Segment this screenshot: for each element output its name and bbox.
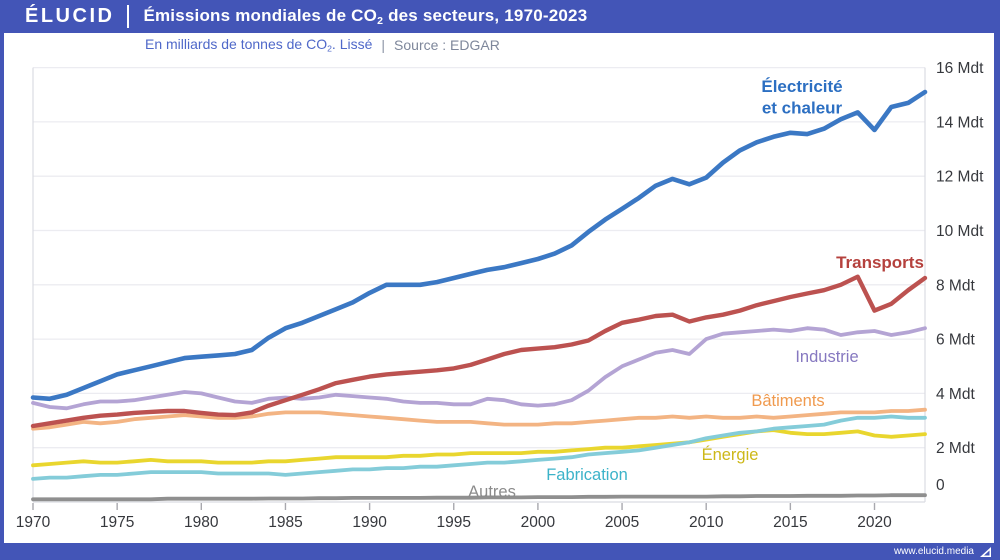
series-line-electricite <box>30 89 928 402</box>
y-axis-label-4: 4 Mdt <box>936 386 975 403</box>
series-label-electricite: Électricité <box>761 77 842 96</box>
series-label-batiments: Bâtiments <box>751 392 824 410</box>
y-axis-label-6: 6 Mdt <box>936 332 975 349</box>
header-divider-icon <box>127 5 130 28</box>
elucid-logo: ÉLUCID <box>25 5 115 27</box>
header-bar: ÉLUCID Émissions mondiales de CO2 des se… <box>0 0 1000 33</box>
x-axis-label-2000: 2000 <box>521 514 556 531</box>
title-text-end: des secteurs, 1970-2023 <box>383 6 588 26</box>
unit-text-end: . Lissé <box>331 36 373 53</box>
elucid-flag-icon <box>979 546 992 558</box>
unit-subscript: 2 <box>327 43 332 54</box>
x-axis-label-1995: 1995 <box>437 514 471 531</box>
series-label-autres: Autres <box>468 483 516 501</box>
subtitle-separator: | <box>381 37 386 53</box>
x-axis-label-2010: 2010 <box>689 514 724 531</box>
website-link[interactable]: www.elucid.media <box>893 546 974 557</box>
y-axis-label-8: 8 Mdt <box>936 277 975 294</box>
unit-text: En milliards de tonnes de CO <box>145 36 328 53</box>
chart-subtitle: En milliards de tonnes de CO2. Lissé | S… <box>145 33 500 57</box>
series-line-energie <box>31 428 927 468</box>
y-axis-label-16: 16 Mdt <box>936 60 984 77</box>
series-line-fabrication <box>31 414 927 481</box>
series-label-fabrication: Fabrication <box>546 466 628 484</box>
x-axis-label-1980: 1980 <box>184 514 219 531</box>
x-axis-label-1985: 1985 <box>268 514 302 531</box>
series-label-transports: Transports <box>836 253 924 272</box>
y-axis-label-10: 10 Mdt <box>936 223 984 240</box>
series-line-transports <box>30 274 928 429</box>
footer-bar: www.elucid.media <box>0 543 1000 560</box>
x-axis-label-1970: 1970 <box>16 514 51 531</box>
series-label-electricite: et chaleur <box>762 99 843 118</box>
x-axis-label-1975: 1975 <box>100 514 134 531</box>
series-line-industrie <box>31 326 927 411</box>
x-axis-label-2015: 2015 <box>773 514 807 531</box>
title-subscript: 2 <box>377 14 384 27</box>
y-axis-label-2: 2 Mdt <box>936 440 975 457</box>
unit-label: En milliards de tonnes de CO2. Lissé <box>145 36 372 53</box>
y-axis-label-12: 12 Mdt <box>936 169 984 186</box>
series-line-autres <box>31 493 927 502</box>
left-border <box>0 0 4 560</box>
y-axis-label-0: 0 <box>936 477 945 494</box>
series-label-energie: Énergie <box>702 445 759 464</box>
title-text: Émissions mondiales de CO <box>143 6 378 26</box>
x-axis-label-2020: 2020 <box>857 514 892 531</box>
x-axis-label-2005: 2005 <box>605 514 639 531</box>
right-border <box>994 0 1000 560</box>
source-label: Source : EDGAR <box>394 37 500 53</box>
series-line-batiments <box>31 407 927 431</box>
series-label-industrie: Industrie <box>795 348 858 366</box>
x-axis-label-1990: 1990 <box>352 514 387 531</box>
y-axis-label-14: 14 Mdt <box>936 114 984 131</box>
page-title: Émissions mondiales de CO2 des secteurs,… <box>143 6 587 27</box>
